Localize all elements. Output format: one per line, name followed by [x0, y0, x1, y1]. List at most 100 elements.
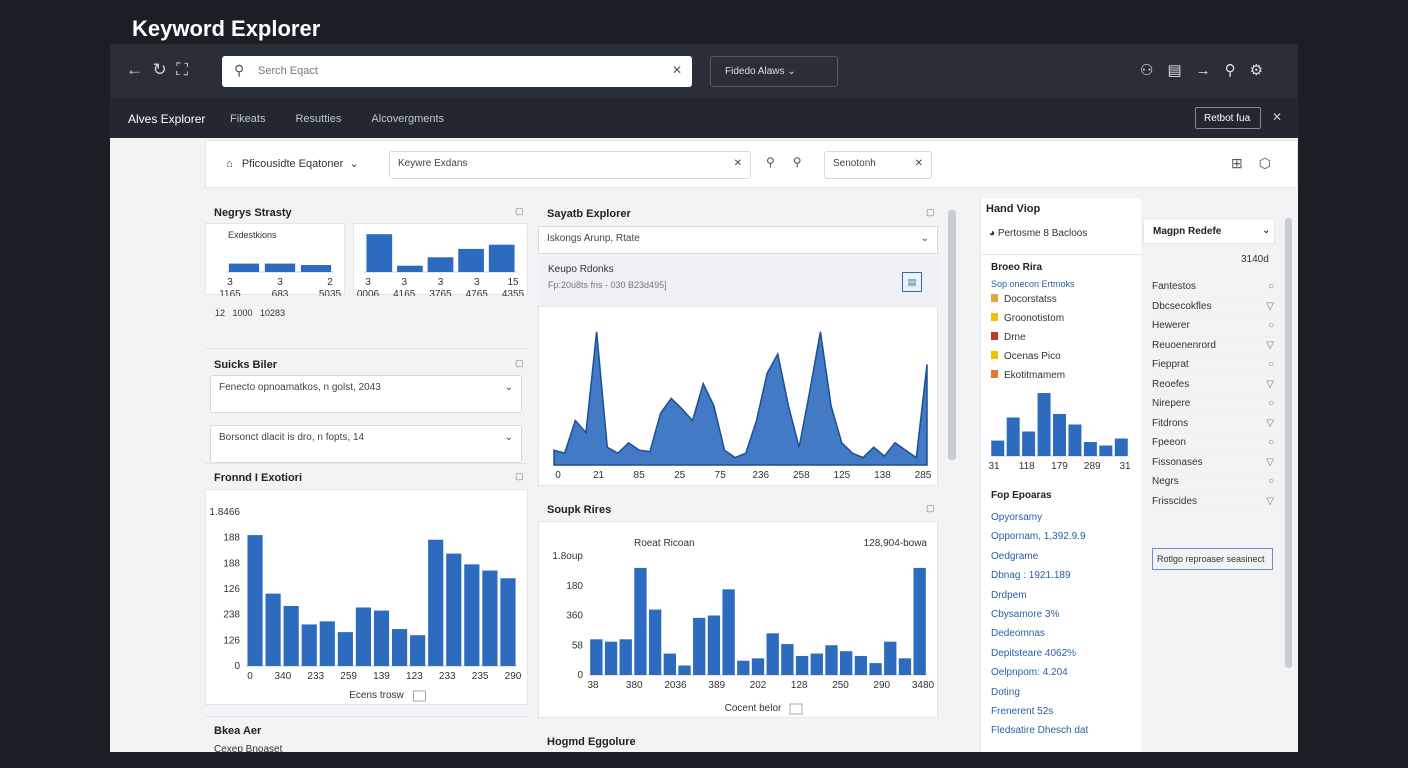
keyword-field-text: Keywre Exdans: [398, 158, 468, 169]
legend: Ecens trosw: [349, 690, 404, 701]
x-tick-label: 290: [505, 671, 522, 682]
bar: [737, 660, 750, 675]
bar: [228, 263, 260, 272]
panel-icon[interactable]: ▢: [926, 207, 935, 217]
link-item[interactable]: Dbnag : 1921.189: [991, 570, 1071, 582]
x-sub-label: 4765: [466, 289, 489, 296]
chip-text: Senotonh: [833, 158, 876, 169]
magpn-panel: Magpn Redefe ⌄ 3140d Fantestos ○ Dbcsecokfl…: [1143, 218, 1283, 752]
dropdown[interactable]: Iskongs Arunp, Rtate ⌄: [538, 226, 938, 254]
clear-icon[interactable]: ✕: [672, 63, 683, 77]
select-field[interactable]: Fenecto opnoamatkos, n golst, 2043 ⌄: [210, 375, 522, 413]
link-item[interactable]: Doting: [991, 686, 1020, 698]
brand: Alves Explorer: [128, 112, 206, 126]
toolbar-icons[interactable]: ⚇▤→⚲⚙: [1140, 62, 1278, 79]
close-icon[interactable]: ✕: [1272, 110, 1283, 124]
link-item[interactable]: Depitsteare 4062%: [991, 647, 1077, 659]
chip[interactable]: Senotonh ✕: [824, 151, 932, 179]
mini-chart-svg: 3 3 2 1165 683 5035: [219, 263, 342, 296]
option[interactable]: Negrs ○: [1152, 473, 1276, 493]
option[interactable]: Fitdrons ▽: [1152, 415, 1276, 434]
dropdown-text: Magpn Redefe: [1153, 226, 1222, 237]
option-icon: ▽: [1266, 495, 1274, 507]
page-title: Keyword Explorer: [132, 16, 321, 41]
link-item[interactable]: Oppornam, 1,392.9.9: [991, 531, 1086, 543]
bar: [1006, 417, 1020, 456]
link-item[interactable]: Dedeomnas: [991, 628, 1045, 640]
legend-swatch: [991, 332, 998, 340]
filter-fields: Fenecto opnoamatkos, n golst, 2043 ⌄ Borso…: [210, 375, 522, 475]
x-tick-label: 289: [1084, 461, 1101, 472]
bar: [283, 605, 299, 666]
x-sub-label: 5035: [319, 289, 342, 296]
keyword-field[interactable]: Keywre Exdans ✕: [389, 151, 751, 179]
bar: [795, 655, 809, 675]
bar: [337, 632, 353, 666]
dropdown[interactable]: Fidedo Alaws ⌄: [710, 56, 838, 87]
tab[interactable]: Alcovergments: [371, 113, 445, 125]
legend-item: Drne: [991, 332, 1141, 351]
link-item[interactable]: Cbysamore 3%: [991, 608, 1060, 620]
x-sub-label: 1165: [219, 289, 241, 296]
legend-box[interactable]: [413, 690, 426, 702]
nav-icons[interactable]: ← ↻ ⛶: [126, 60, 189, 79]
filter-actions[interactable]: ⊞⬡: [1231, 155, 1287, 171]
legend-text: Drne: [1004, 332, 1026, 343]
panel-sub: ◕ Pertosme 8 Bacloos: [989, 228, 1088, 239]
link-item[interactable]: Drdpem: [991, 589, 1027, 601]
link-item[interactable]: Oedgrame: [991, 550, 1039, 562]
link-item[interactable]: Frenerent 52s: [991, 705, 1054, 717]
option-text: Reoefes: [1152, 378, 1190, 390]
filter-select[interactable]: ⌂ Pficousidte Eqatoner ⌄: [226, 158, 359, 170]
filter-icons[interactable]: ⚲⚲: [766, 155, 820, 169]
summary-footer: 12 1000 10283: [215, 308, 286, 318]
option[interactable]: Fiepprat ○: [1152, 356, 1276, 376]
option[interactable]: Reuoenenrord ▽: [1152, 337, 1276, 356]
option[interactable]: Reoefes ▽: [1152, 376, 1276, 395]
bar: [265, 593, 281, 666]
option[interactable]: Fissonases ▽: [1152, 454, 1276, 473]
scrollbar[interactable]: [948, 210, 956, 460]
bar-chart: 1.8oup 180 360 58 0 38 380 2036 389 202 128 250 290 3…: [538, 521, 938, 718]
legend-swatch: [991, 370, 998, 378]
link[interactable]: Sop onecon Ertmoks: [991, 279, 1075, 289]
scrollbar[interactable]: [1285, 218, 1292, 668]
option[interactable]: Fpeeon ○: [1152, 434, 1276, 454]
panel-icon[interactable]: ▢: [515, 358, 524, 368]
x-tick-label: 233: [307, 671, 324, 682]
link-item[interactable]: Opyorsamy: [991, 512, 1043, 523]
y-tick-label: 188: [223, 558, 240, 569]
option-icon: ▽: [1266, 456, 1274, 468]
option-icon: ▽: [1266, 378, 1274, 390]
legend-box[interactable]: [789, 703, 803, 715]
option[interactable]: Fantestos ○: [1152, 278, 1276, 298]
search-icon: ⚲: [234, 62, 245, 78]
select-field[interactable]: Borsonct dlacit is dro, n fopts, 14 ⌄: [210, 425, 522, 463]
bar: [1083, 442, 1097, 456]
panel-icon[interactable]: ▢: [515, 206, 524, 216]
divider: [981, 254, 1142, 255]
y-tick-label: 238: [223, 610, 240, 621]
link-item[interactable]: Oelpnpom: 4.204: [991, 667, 1068, 679]
x-tick-label: 2: [327, 277, 333, 288]
tab[interactable]: Resutties: [295, 113, 342, 125]
panel-title: Soupk Rires: [547, 504, 612, 516]
panel-icon[interactable]: ▢: [515, 471, 524, 481]
link-item[interactable]: Fledsatire Dhesch dat: [991, 725, 1089, 737]
search-box[interactable]: ⚲ Serch Eqact ✕: [222, 56, 692, 87]
panel-icon[interactable]: ▢: [926, 503, 935, 513]
bar: [482, 570, 498, 666]
option[interactable]: Frisscides ▽: [1152, 493, 1276, 512]
info-icon[interactable]: ▤: [902, 272, 922, 292]
dropdown[interactable]: Magpn Redefe ⌄: [1143, 218, 1275, 244]
tab[interactable]: Fikeats: [230, 113, 266, 125]
option[interactable]: Dbcsecokfles ▽: [1152, 298, 1276, 317]
option[interactable]: Nirepere ○: [1152, 395, 1276, 415]
x-tick-label: 38: [587, 680, 599, 691]
panel-title: Fronnd I Exotiori: [214, 472, 302, 484]
action-button[interactable]: Rotlgo reproaser seasinect: [1152, 548, 1273, 570]
reset-button[interactable]: Retbot fua: [1195, 107, 1261, 129]
option[interactable]: Hewerer ○: [1152, 317, 1276, 337]
y-tick-label: 126: [223, 635, 240, 646]
panel-title: Bkea Aer: [214, 725, 262, 737]
